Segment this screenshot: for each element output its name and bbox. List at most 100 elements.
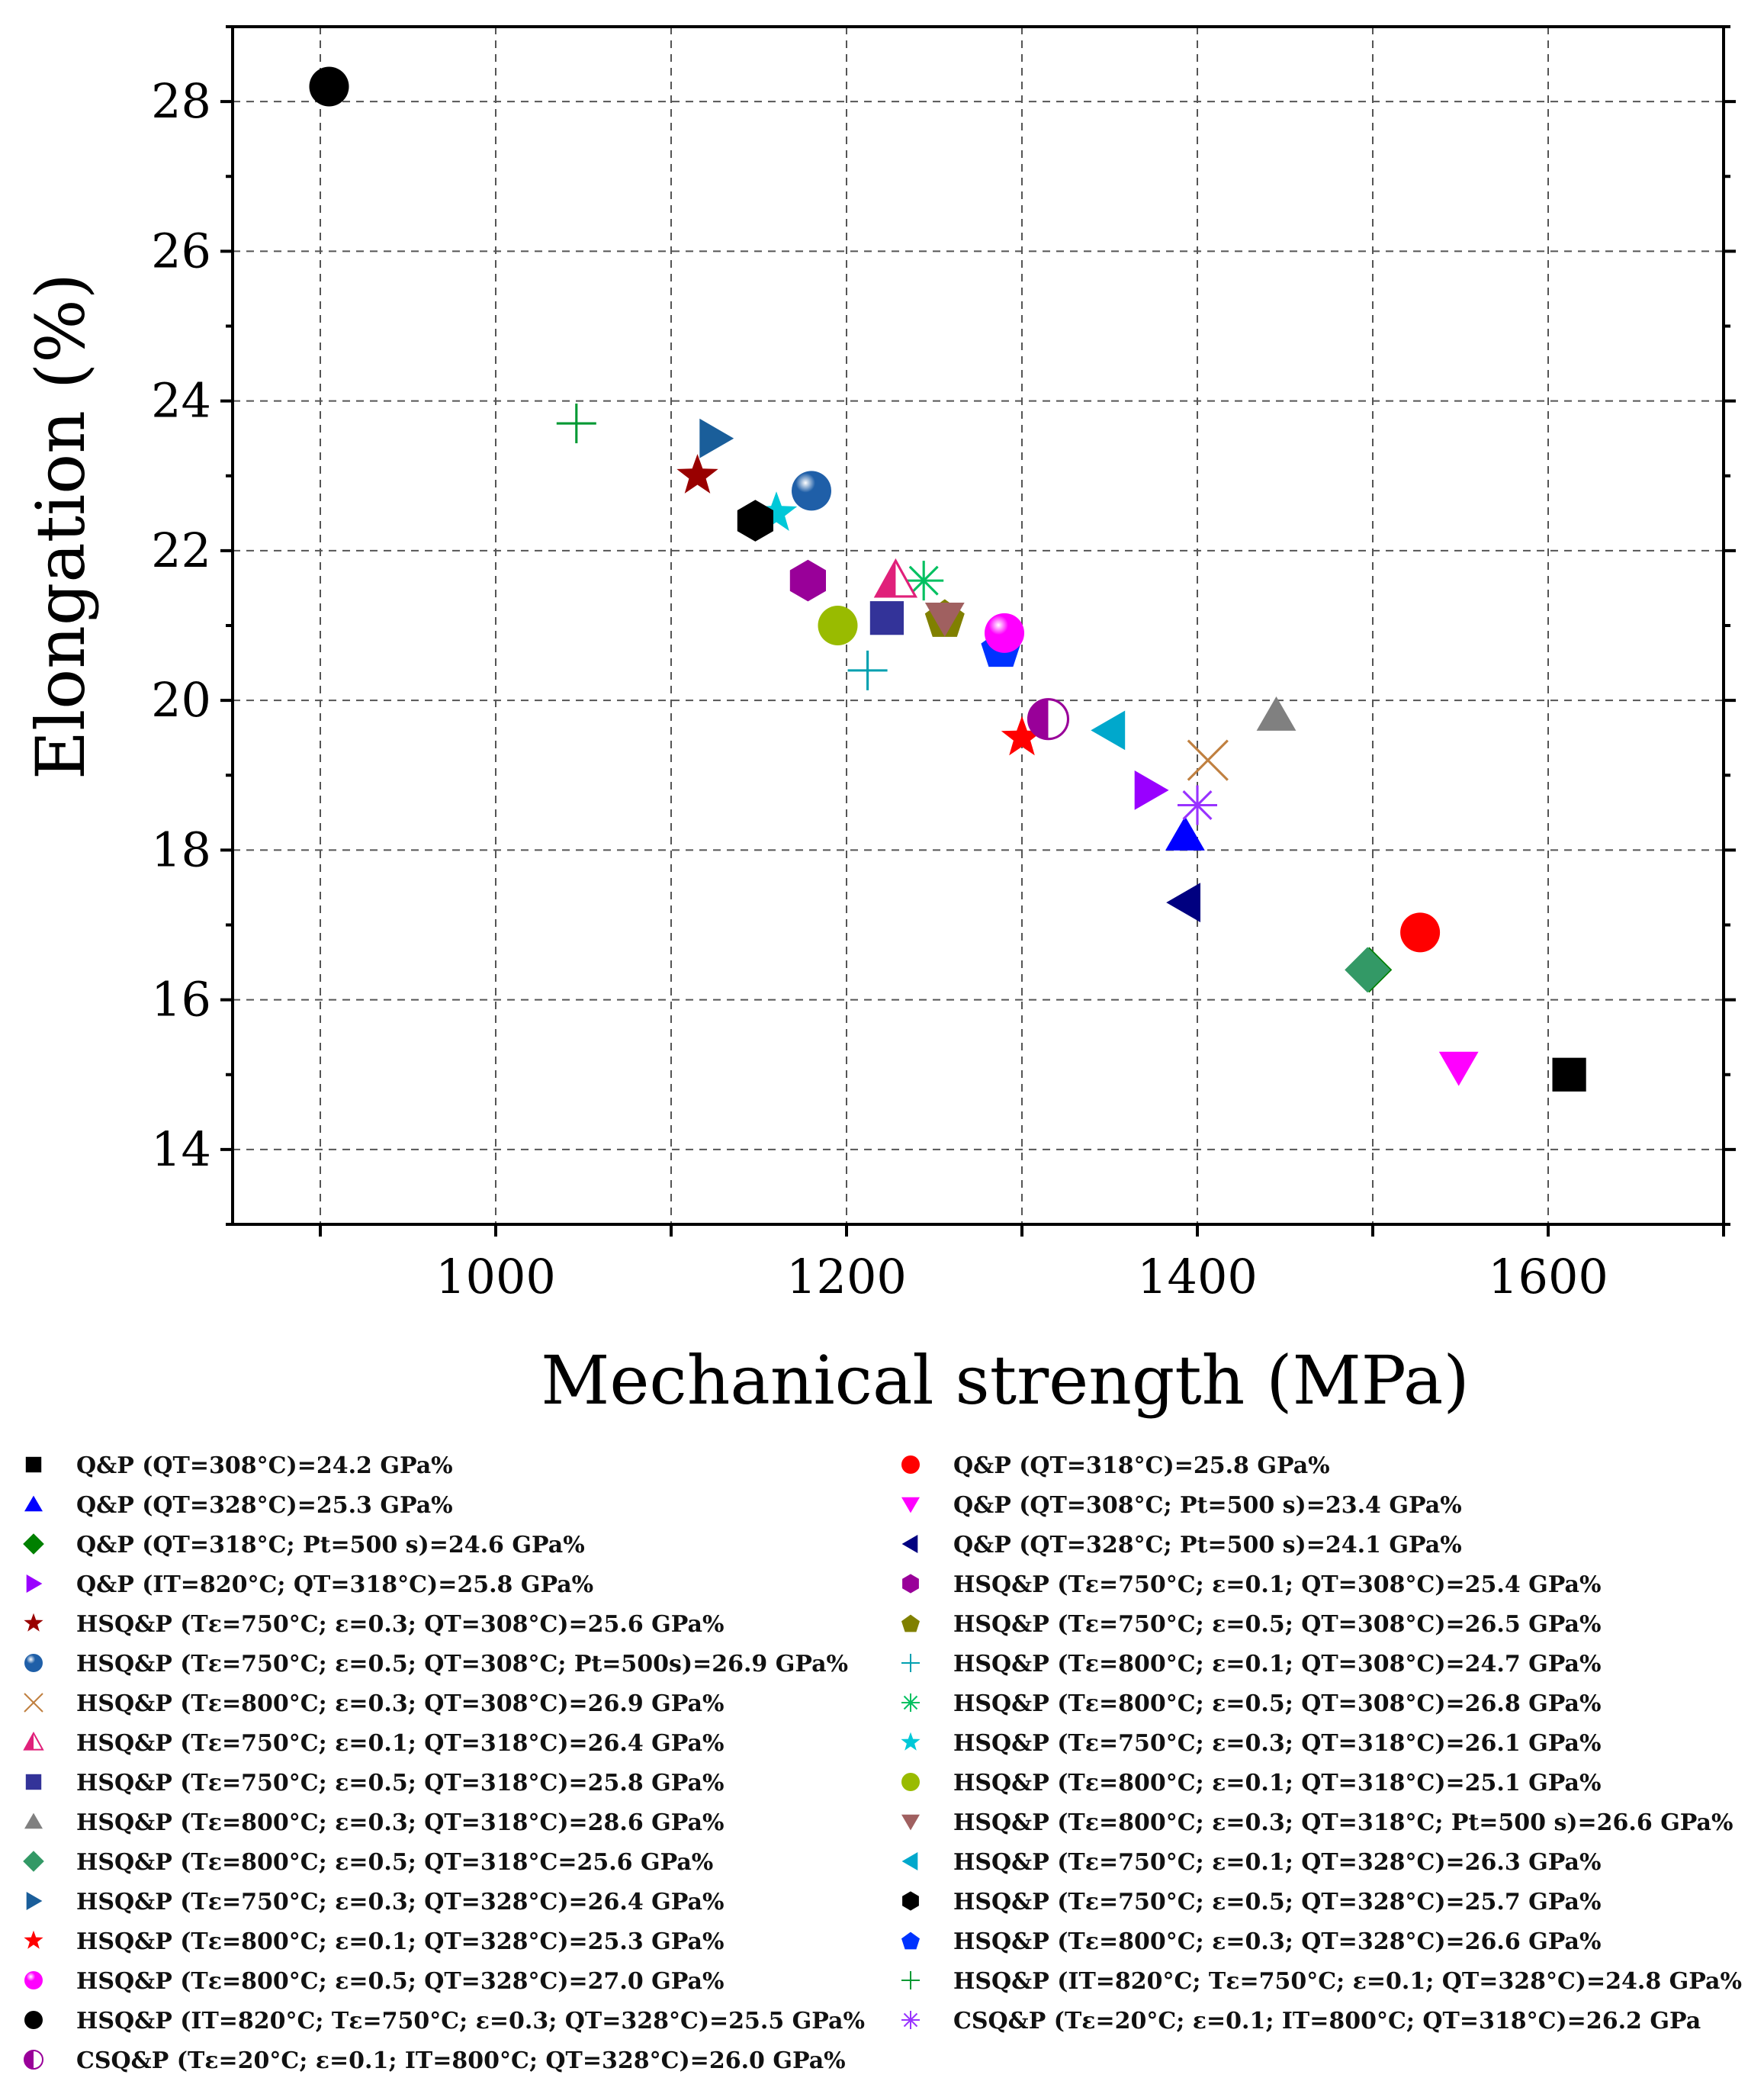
legend-label-20: HSQ&P (Tε=800°C; ε=0.5; QT=318°C=25.6 GP…: [76, 1849, 713, 1876]
data-point-10: [792, 471, 831, 511]
legend-marker-7: [902, 1574, 919, 1594]
legend-label-23: HSQ&P (Tε=750°C; ε=0.5; QT=328°C)=25.7 G…: [953, 1889, 1601, 1915]
data-point-30: [1027, 698, 1070, 741]
legend-label-30: CSQ&P (Tε=20°C; ε=0.1; IT=800°C; QT=328°…: [76, 2047, 846, 2074]
data-point-14: [873, 558, 918, 598]
y-tick-label: 16: [151, 972, 211, 1028]
legend-label-14: HSQ&P (Tε=750°C; ε=0.1; QT=318°C)=26.4 G…: [76, 1730, 724, 1757]
y-axis-title: Elongation (%): [21, 273, 100, 780]
legend-marker-14: [23, 1731, 44, 1751]
legend-label-27: HSQ&P (IT=820°C; Tε=750°C; ε=0.1; QT=328…: [953, 1968, 1742, 1995]
legend-label-11: HSQ&P (Tε=800°C; ε=0.1; QT=308°C)=24.7 G…: [953, 1651, 1601, 1677]
legend-marker-22: [26, 1892, 43, 1910]
x-tick-label: 1400: [1137, 1249, 1258, 1304]
legend-label-19: HSQ&P (Tε=800°C; ε=0.3; QT=318°C; Pt=500…: [953, 1809, 1733, 1836]
data-point-15: [755, 491, 798, 531]
legend-label-28: HSQ&P (IT=820°C; Tε=750°C; ε=0.3; QT=328…: [76, 2008, 865, 2034]
data-point-13: [904, 561, 944, 601]
data-point-21: [1091, 710, 1126, 751]
legend-marker-19: [901, 1814, 920, 1831]
data-point-19: [924, 603, 965, 637]
y-tick-label: 28: [151, 73, 211, 129]
legend-marker-9: [901, 1614, 920, 1632]
data-point-26: [985, 613, 1024, 653]
legend-label-6: Q&P (IT=820°C; QT=318°C)=25.8 GPa%: [76, 1571, 593, 1598]
data-point-5: [1166, 883, 1200, 922]
y-tick-label: 26: [151, 223, 211, 278]
legend-label-2: Q&P (QT=328°C)=25.3 GPa%: [76, 1492, 453, 1519]
legend-marker-0: [25, 1456, 42, 1473]
legend-marker-30: [24, 2050, 43, 2070]
legend-marker-2: [24, 1495, 43, 1512]
legend-label-4: Q&P (QT=318°C; Pt=500 s)=24.6 GPa%: [76, 1532, 585, 1558]
data-point-1: [1400, 912, 1441, 953]
data-point-16: [869, 601, 904, 635]
data-point-20: [1345, 947, 1390, 993]
plot-frame: [231, 25, 1725, 1226]
legend-marker-23: [902, 1891, 919, 1911]
legend-label-8: HSQ&P (Tε=750°C; ε=0.3; QT=308°C)=25.6 G…: [76, 1611, 724, 1638]
y-tick-label: 24: [151, 373, 211, 429]
legend: Q&P (QT=308°C)=24.2 GPa% Q&P (QT=328°C)=2…: [23, 1452, 1742, 2074]
legend-label-7: HSQ&P (Tε=750°C; ε=0.1; QT=308°C)=25.4 G…: [953, 1571, 1601, 1598]
data-point-6: [1134, 770, 1169, 810]
data-point-29: [1178, 785, 1217, 825]
legend-label-21: HSQ&P (Tε=750°C; ε=0.1; QT=328°C)=26.3 G…: [953, 1849, 1601, 1876]
data-point-7: [789, 559, 826, 602]
legend-marker-11: [901, 1654, 920, 1672]
y-tick-label: 22: [151, 523, 211, 578]
x-tick-label: 1000: [435, 1249, 556, 1304]
legend-label-17: HSQ&P (Tε=800°C; ε=0.1; QT=318°C)=25.1 G…: [953, 1770, 1601, 1796]
data-point-28: [309, 66, 349, 107]
legend-label-9: HSQ&P (Tε=750°C; ε=0.5; QT=308°C)=26.5 G…: [953, 1611, 1601, 1638]
y-tick-label: 14: [151, 1121, 211, 1177]
grid: [233, 27, 1724, 1224]
data-point-24: [1001, 716, 1043, 756]
legend-marker-16: [25, 1774, 42, 1790]
y-tick-label: 20: [151, 672, 211, 728]
legend-label-5: Q&P (QT=328°C; Pt=500 s)=24.1 GPa%: [953, 1532, 1462, 1558]
legend-marker-20: [23, 1851, 44, 1872]
legend-marker-4: [23, 1533, 44, 1555]
legend-marker-24: [24, 1930, 43, 1949]
legend-marker-28: [24, 2011, 43, 2029]
legend-label-1: Q&P (QT=318°C)=25.8 GPa%: [953, 1452, 1330, 1479]
legend-marker-12: [24, 1693, 43, 1713]
legend-label-25: HSQ&P (Tε=800°C; ε=0.3; QT=328°C)=26.6 G…: [953, 1928, 1601, 1955]
legend-marker-5: [901, 1535, 918, 1553]
legend-marker-26: [24, 1971, 43, 1989]
legend-marker-13: [901, 1693, 920, 1712]
data-point-18: [1256, 696, 1296, 731]
legend-label-10: HSQ&P (Tε=750°C; ε=0.5; QT=308°C; Pt=500…: [76, 1651, 848, 1677]
axis-ticks: [220, 25, 1736, 1237]
legend-marker-15: [901, 1732, 921, 1751]
legend-label-13: HSQ&P (Tε=800°C; ε=0.5; QT=308°C)=26.8 G…: [953, 1690, 1601, 1717]
legend-marker-27: [901, 1971, 920, 1989]
legend-marker-21: [901, 1852, 918, 1870]
legend-marker-17: [901, 1773, 920, 1791]
data-point-23: [737, 500, 773, 542]
y-tick-label: 18: [151, 822, 211, 877]
legend-marker-8: [24, 1613, 43, 1632]
legend-label-26: HSQ&P (Tε=800°C; ε=0.5; QT=328°C)=27.0 G…: [76, 1968, 724, 1995]
legend-label-18: HSQ&P (Tε=800°C; ε=0.3; QT=318°C)=28.6 G…: [76, 1809, 724, 1836]
legend-marker-29: [901, 2011, 920, 2029]
legend-marker-18: [24, 1812, 43, 1829]
data-point-0: [1552, 1057, 1586, 1092]
legend-label-15: HSQ&P (Tε=750°C; ε=0.3; QT=318°C)=26.1 G…: [953, 1730, 1601, 1757]
x-axis-title: Mechanical strength (MPa): [541, 1341, 1469, 1420]
data-point-3: [1438, 1051, 1479, 1086]
x-tick-label: 1200: [786, 1249, 907, 1304]
data-point-27: [556, 404, 596, 444]
legend-marker-6: [26, 1574, 43, 1593]
legend-label-12: HSQ&P (Tε=800°C; ε=0.3; QT=308°C)=26.9 G…: [76, 1690, 724, 1717]
data-point-8: [676, 454, 718, 494]
legend-marker-3: [901, 1497, 920, 1513]
legend-label-3: Q&P (QT=308°C; Pt=500 s)=23.4 GPa%: [953, 1492, 1462, 1519]
data-point-2: [1165, 816, 1205, 851]
data-point-12: [1187, 739, 1229, 781]
data-point-17: [818, 606, 858, 645]
legend-label-22: HSQ&P (Tε=750°C; ε=0.3; QT=328°C)=26.4 G…: [76, 1889, 724, 1915]
legend-marker-1: [901, 1455, 920, 1474]
